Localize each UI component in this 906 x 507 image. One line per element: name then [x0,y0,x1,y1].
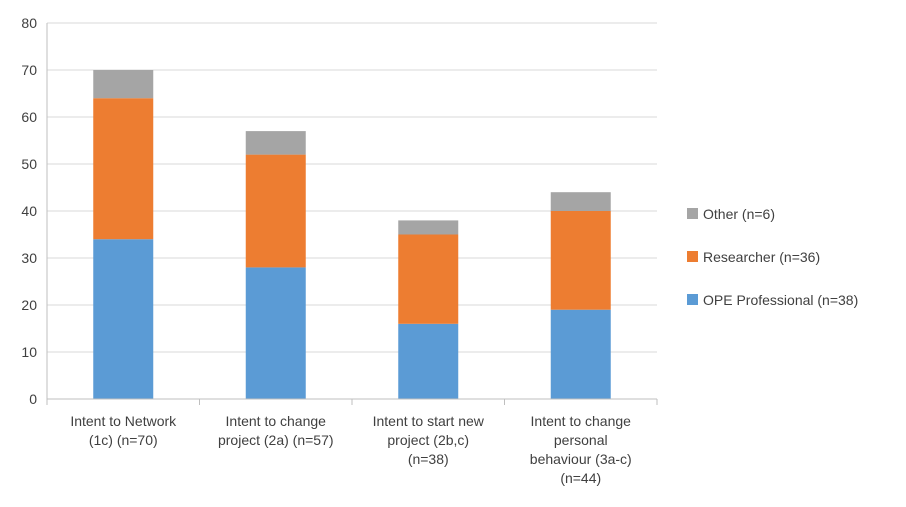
bar-segment [398,323,459,399]
legend-label: OPE Professional (n=38) [703,292,858,308]
x-category-label: project (2b,c) [387,432,469,448]
x-category-label: Intent to change [531,413,632,429]
y-tick-label: 0 [29,391,37,407]
x-category-label: Intent to start new [373,413,485,429]
bar-segment [93,70,154,99]
legend-swatch [687,294,698,305]
y-tick-label: 40 [21,203,37,219]
x-axis-categories: Intent to Network (1c) (n=70) Intent to ch… [70,413,631,486]
x-category-label: behaviour (3a-c) [530,451,632,467]
legend-swatch [687,251,698,262]
x-category-label: (n=38) [408,451,449,467]
y-tick-label: 30 [21,250,37,266]
x-category-label: (n=44) [560,470,601,486]
bar-segment [550,192,611,211]
y-tick-label: 20 [21,297,37,313]
x-category-label: Intent to Network [70,413,177,429]
bar-segment [398,220,459,235]
y-tick-label: 80 [21,15,37,31]
x-category-label: Intent to change [226,413,327,429]
bar-segment [550,211,611,310]
y-tick-label: 70 [21,62,37,78]
legend-label: Other (n=6) [703,206,775,222]
bar-segment [245,267,306,399]
y-axis-ticks: 0 10 20 30 40 50 60 70 80 [21,15,37,407]
bar-segment [93,239,154,399]
y-tick-label: 60 [21,109,37,125]
legend: Other (n=6) Researcher (n=36) OPE Professi… [687,206,858,308]
y-tick-label: 10 [21,344,37,360]
legend-label: Researcher (n=36) [703,249,820,265]
bar-segment [245,131,306,155]
axes [46,23,658,405]
x-category-label: (1c) (n=70) [89,432,158,448]
y-tick-label: 50 [21,156,37,172]
bar-segment [550,309,611,399]
bar-segment [245,154,306,268]
bar-segment [398,234,459,324]
x-category-label: personal [554,432,608,448]
bars [93,70,611,399]
bar-segment [93,98,154,240]
legend-swatch [687,208,698,219]
x-category-label: project (2a) (n=57) [218,432,334,448]
